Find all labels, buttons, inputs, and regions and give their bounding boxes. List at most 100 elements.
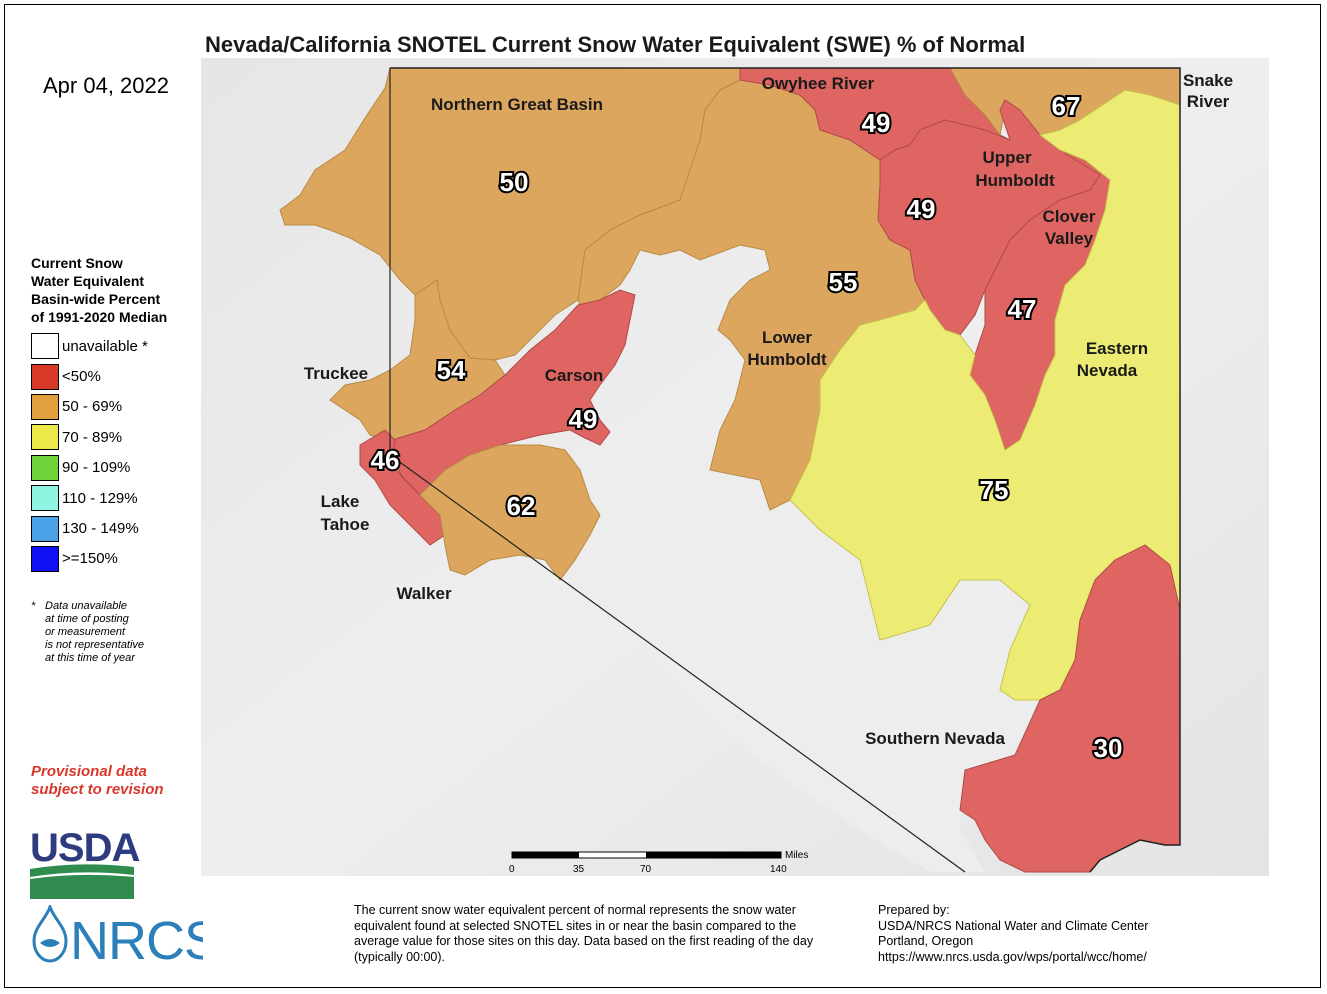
legend-swatch: [31, 424, 59, 451]
value-northern-great-basin: 50: [500, 167, 529, 197]
legend-swatch: [31, 454, 59, 481]
label-upper-humboldt-line1: Upper: [982, 148, 1032, 167]
footnote: * Data unavailable at time of posting or…: [31, 600, 196, 665]
prepared-location: Portland, Oregon: [878, 934, 974, 948]
legend-swatch: [31, 393, 59, 420]
usda-logo: USDA: [30, 826, 140, 899]
legend-label: 50 - 69%: [62, 398, 123, 416]
label-walker: Walker: [396, 584, 452, 603]
label-snake-river-line1: Snake: [1183, 71, 1233, 90]
legend-label: >=150%: [62, 550, 118, 568]
footnote-line: at time of posting: [45, 613, 129, 625]
basin-walker: [419, 444, 601, 581]
legend-label: unavailable *: [62, 337, 148, 355]
legend-item-110-129: 110 - 129%: [31, 483, 148, 513]
scale-bar-segment: [512, 852, 579, 858]
scale-bar-segment: [646, 852, 781, 858]
value-lake-tahoe: 46: [371, 445, 400, 475]
legend-swatch: [31, 545, 59, 572]
prepared-org: USDA/NRCS National Water and Climate Cen…: [878, 918, 1149, 933]
value-lower-humboldt: 55: [829, 267, 858, 297]
value-owyhee-river: 49: [862, 108, 891, 138]
legend-title-line: of 1991-2020 Median: [31, 309, 168, 325]
legend-item-90-109: 90 - 109%: [31, 453, 148, 483]
legend-swatch: [31, 363, 59, 390]
label-eastern-nevada-line2: Nevada: [1077, 361, 1138, 380]
label-truckee: Truckee: [304, 364, 368, 383]
legend-title-line: Current Snow: [31, 255, 123, 271]
map-title: Nevada/California SNOTEL Current Snow Wa…: [205, 32, 1026, 57]
footnote-star: *: [31, 600, 36, 612]
label-southern-nevada: Southern Nevada: [865, 729, 1005, 748]
legend-item-130-149: 130 - 149%: [31, 513, 148, 543]
nevada-state-border: [390, 67, 1181, 873]
legend-label: 130 - 149%: [62, 520, 139, 538]
footnote-line: or measurement: [45, 626, 126, 638]
label-northern-great-basin: Northern Great Basin: [431, 95, 603, 114]
label-snake-river-line2: River: [1187, 92, 1230, 111]
value-walker: 62: [507, 491, 536, 521]
prepared-heading: Prepared by:: [878, 903, 950, 917]
value-eastern-nevada: 75: [980, 475, 1009, 505]
footnote-line: is not representative: [45, 639, 145, 651]
legend-swatch: [31, 485, 59, 512]
label-lower-humboldt-line2: Humboldt: [747, 350, 827, 369]
water-drop-icon: [32, 905, 68, 963]
basin-southern-nevada-area: [388, 415, 1040, 872]
usda-logo-stripe: [30, 864, 134, 877]
label-clover-valley-line2: Valley: [1045, 229, 1094, 248]
legend-label: 70 - 89%: [62, 428, 123, 446]
legend-item-70-89: 70 - 89%: [31, 422, 148, 452]
value-snake-river: 67: [1052, 91, 1081, 121]
footnote-line: at this time of year: [45, 652, 135, 664]
value-clover-valley: 47: [1008, 294, 1037, 324]
prepared-url[interactable]: https://www.nrcs.usda.gov/wps/portal/wcc…: [878, 949, 1147, 964]
legend-label: 90 - 109%: [62, 459, 131, 477]
label-lower-humboldt-line1: Lower: [762, 328, 812, 347]
legend-swatch: [31, 333, 59, 360]
label-carson: Carson: [545, 366, 604, 385]
legend-item-50-69: 50 - 69%: [31, 392, 148, 422]
water-wave-icon: [40, 939, 60, 947]
footnote-line: Data unavailable: [45, 600, 127, 612]
label-lake-tahoe-line1: Lake: [321, 492, 360, 511]
scale-bar-tick: 35: [573, 864, 585, 875]
label-clover-valley-line1: Clover: [1043, 207, 1096, 226]
legend-item-150-plus: >=150%: [31, 544, 148, 574]
usda-logo-field: [30, 874, 134, 899]
scale-bar-tick: 70: [640, 864, 652, 875]
nrcs-logo: NRCS: [32, 905, 203, 967]
value-carson: 49: [569, 404, 598, 434]
legend-label: <50%: [62, 368, 101, 386]
map-description: The current snow water equivalent percen…: [354, 903, 814, 964]
scale-bar-tick: 0: [509, 864, 515, 875]
value-truckee: 54: [437, 355, 466, 385]
provisional-line: subject to revision: [31, 781, 164, 798]
label-lake-tahoe-line2: Tahoe: [321, 515, 370, 534]
legend-title-line: Water Equivalent: [31, 273, 145, 289]
legend-item-unavailable: unavailable *: [31, 331, 148, 361]
map-date: Apr 04, 2022: [43, 73, 169, 98]
prepared-by: Prepared by: USDA/NRCS National Water an…: [878, 903, 1298, 965]
legend: unavailable * <50% 50 - 69% 70 - 89% 90 …: [31, 331, 148, 574]
label-upper-humboldt-line2: Humboldt: [975, 171, 1055, 190]
value-southern-nevada: 30: [1094, 733, 1123, 763]
value-upper-humboldt: 49: [907, 194, 936, 224]
label-eastern-nevada-line1: Eastern: [1086, 339, 1148, 358]
page-frame: [4, 4, 1321, 988]
label-owyhee-river: Owyhee River: [762, 74, 875, 93]
scale-bar-unit: Miles: [785, 850, 808, 861]
legend-title: Current Snow Water Equivalent Basin-wide…: [31, 254, 196, 326]
basin-carson: [391, 289, 636, 496]
usda-logo-text: USDA: [30, 826, 139, 870]
scale-bar: Miles 0 35 70 140: [509, 850, 808, 875]
legend-item-below-50: <50%: [31, 361, 148, 391]
provisional-line: Provisional data: [31, 763, 147, 780]
legend-swatch: [31, 515, 59, 542]
california-nevada-border: [389, 68, 966, 873]
nrcs-logo-text: NRCS: [70, 911, 203, 967]
basin-map: Northern Great Basin Owyhee River Snake …: [201, 58, 1269, 876]
provisional-note: Provisional data subject to revision: [31, 763, 201, 799]
legend-label: 110 - 129%: [62, 489, 138, 507]
legend-title-line: Basin-wide Percent: [31, 291, 161, 307]
